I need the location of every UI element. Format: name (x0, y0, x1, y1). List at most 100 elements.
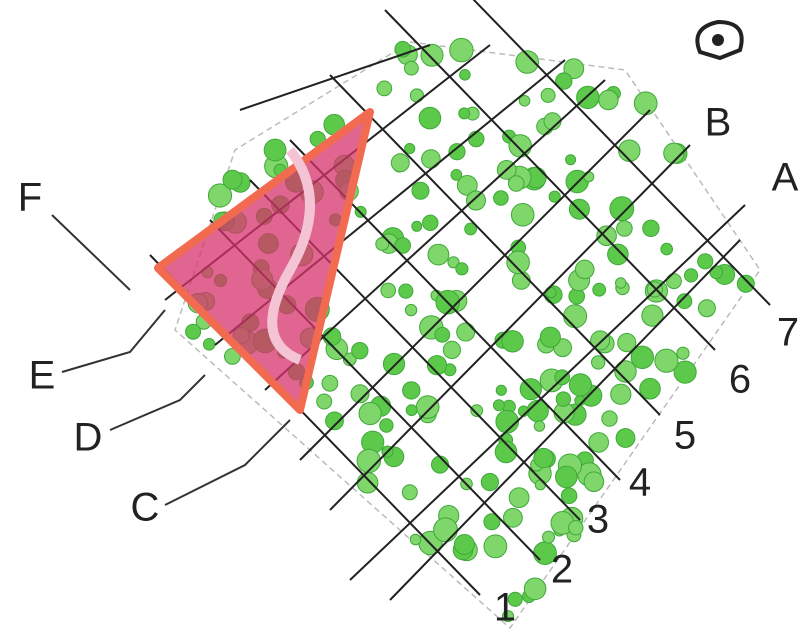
tree (379, 418, 394, 433)
tree (325, 411, 344, 431)
tree (404, 143, 416, 155)
tree (615, 277, 627, 289)
tree (508, 487, 530, 509)
grid-line (349, 204, 746, 581)
tree (455, 262, 469, 276)
label-7: 7 (777, 311, 799, 355)
tree (356, 471, 379, 494)
tree (610, 383, 632, 405)
tree (375, 237, 390, 251)
tree (596, 225, 617, 246)
tree (563, 58, 585, 80)
tree (390, 153, 410, 173)
tree (380, 282, 397, 299)
tree (459, 69, 471, 81)
tree (630, 345, 654, 369)
tree (684, 268, 699, 283)
tree (411, 181, 430, 200)
tree (639, 377, 661, 400)
tree (607, 243, 629, 266)
tree (618, 139, 641, 162)
label-e: E (29, 354, 56, 398)
tree (598, 89, 619, 111)
grid-line (239, 44, 431, 111)
tree (654, 348, 679, 373)
grid-line (384, 9, 716, 351)
tree (404, 303, 418, 317)
tree (540, 87, 556, 103)
tree (633, 91, 658, 116)
tree (494, 440, 518, 464)
label-d: D (74, 416, 103, 460)
tree (616, 220, 633, 237)
tree (415, 395, 440, 419)
leader-c (164, 419, 291, 506)
tree (533, 447, 554, 469)
leader-d (109, 374, 206, 431)
north-symbol (695, 19, 744, 61)
tree (434, 326, 451, 343)
tree (568, 373, 593, 397)
tree (660, 242, 674, 256)
north-arrow (695, 19, 744, 61)
tree (398, 283, 414, 299)
label-c: C (131, 486, 160, 530)
tree (402, 381, 421, 400)
leaders (51, 214, 291, 506)
tree (483, 513, 501, 531)
tree (502, 610, 514, 623)
tree (466, 190, 486, 211)
label-a: A (772, 156, 799, 200)
tree (601, 410, 618, 427)
tree (542, 530, 555, 544)
tree (534, 479, 547, 491)
tree (263, 138, 287, 162)
tree (641, 304, 664, 327)
tree (401, 484, 418, 501)
tree (568, 520, 584, 536)
tree (673, 360, 697, 384)
tree (503, 507, 523, 528)
tree (615, 428, 636, 448)
tree (663, 142, 685, 164)
tree (495, 409, 520, 434)
grid-line (264, 79, 606, 391)
tree (470, 404, 484, 418)
tree (533, 420, 546, 432)
label-5: 5 (674, 414, 696, 458)
label-b: B (705, 101, 732, 145)
site-boundary (174, 41, 761, 630)
tree (458, 107, 471, 120)
tree (464, 222, 478, 236)
tree (539, 326, 561, 348)
tree (583, 471, 605, 493)
tree (480, 473, 499, 492)
tree (495, 384, 507, 396)
tree (224, 348, 241, 365)
tree (563, 304, 588, 329)
tree (394, 237, 412, 254)
tree (202, 338, 216, 351)
tree (493, 190, 509, 206)
tree (511, 271, 531, 290)
tree (450, 169, 463, 181)
tree (185, 323, 202, 340)
tree (588, 432, 610, 453)
tree (351, 342, 369, 360)
tree (507, 175, 525, 192)
tree (442, 340, 461, 359)
tree (697, 253, 714, 270)
tree (501, 330, 524, 353)
tree (590, 330, 611, 351)
tree (358, 401, 382, 426)
tree (609, 196, 635, 222)
tree (222, 169, 243, 190)
label-1: 1 (494, 586, 516, 630)
tree (431, 455, 449, 474)
tree (456, 322, 476, 342)
label-4: 4 (629, 461, 651, 505)
grid-line (299, 109, 651, 461)
tree (350, 384, 370, 404)
